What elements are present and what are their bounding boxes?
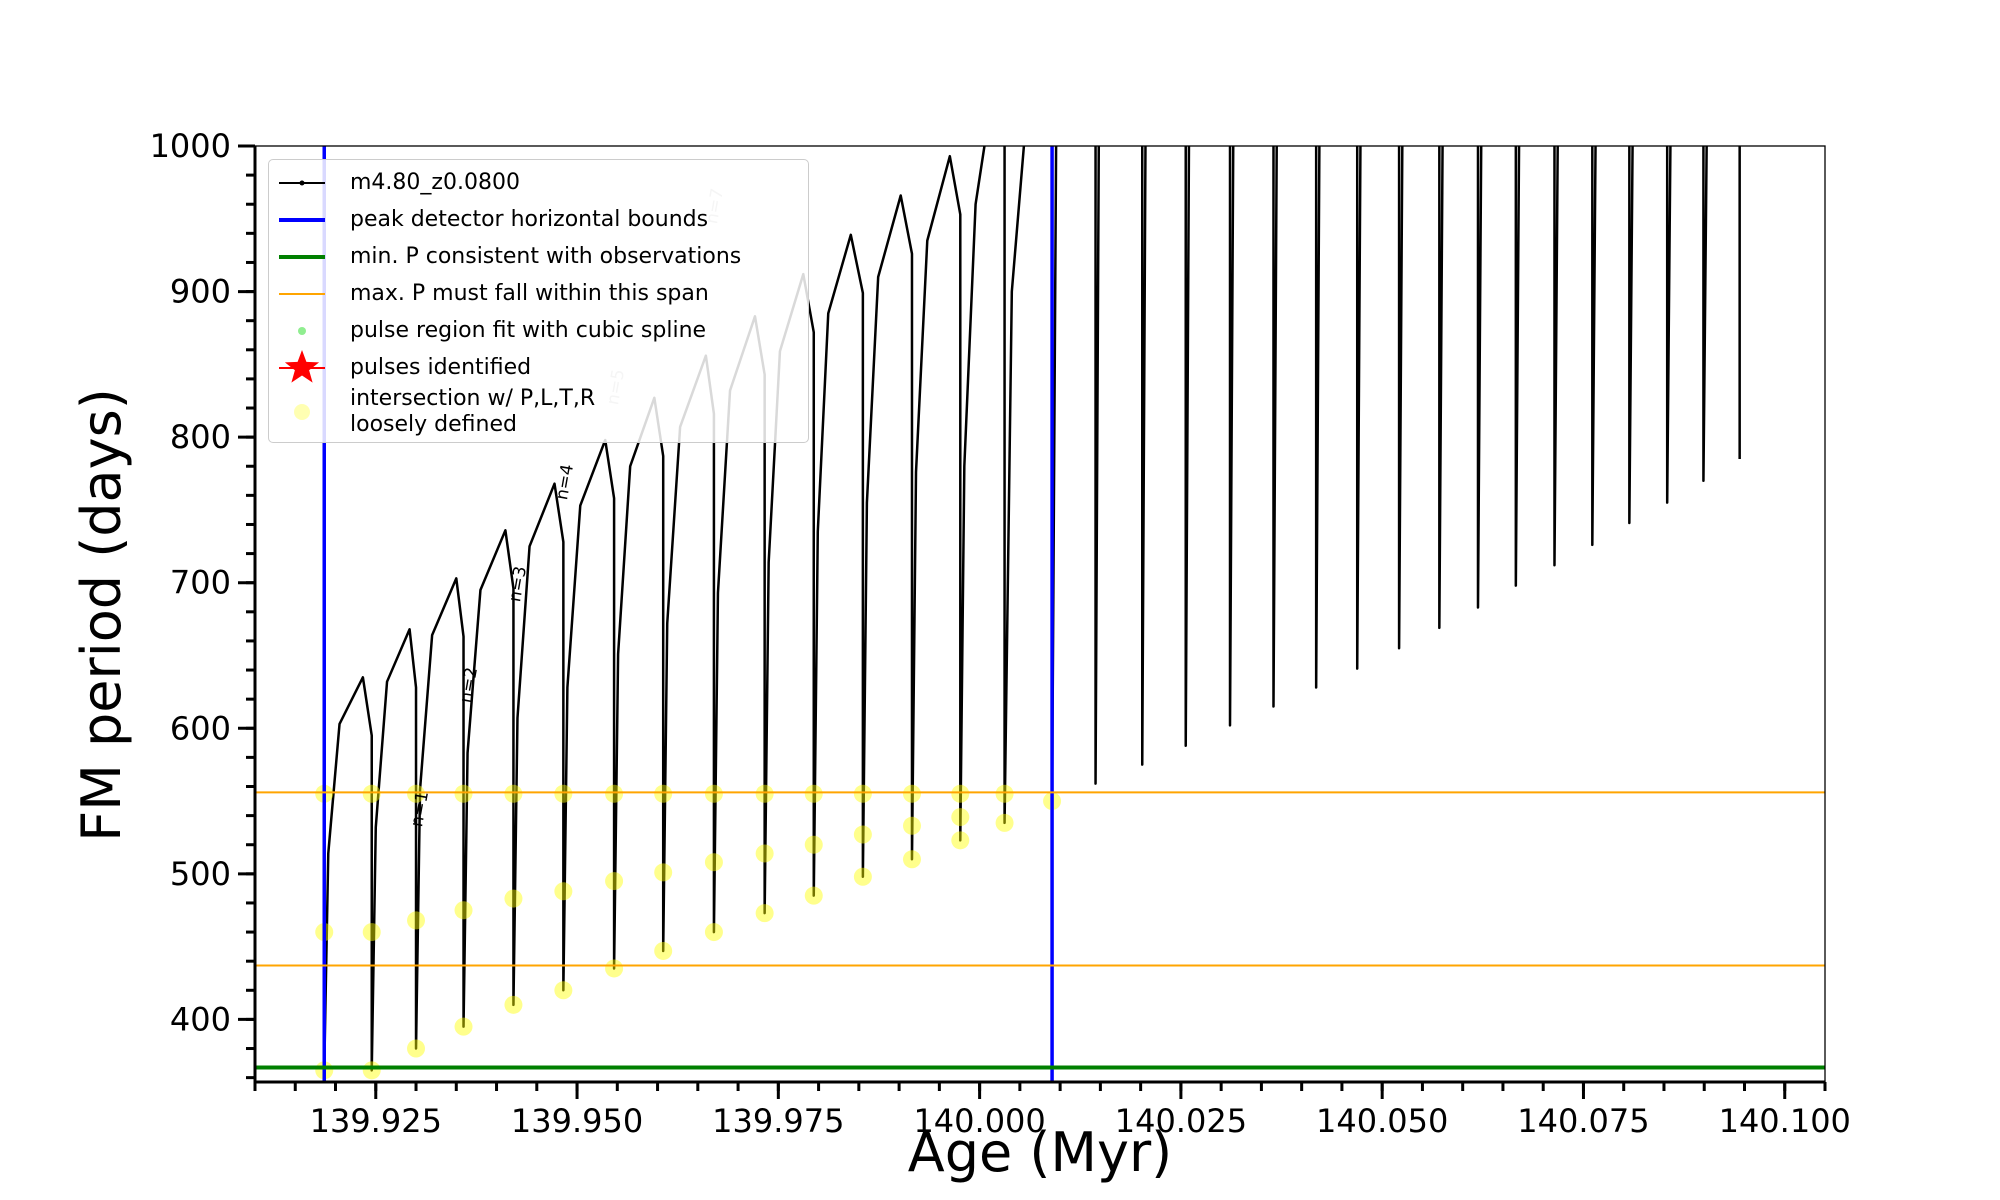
legend-label: pulse region fit with cubic spline [350,317,707,343]
y-tick-label: 800 [170,418,231,456]
scatter-point [755,904,774,923]
scatter-point [362,1061,381,1080]
x-tick-label: 140.025 [1115,1102,1247,1140]
y-axis-label: FM period (days) [70,388,133,842]
y-tick-label: 400 [170,1000,231,1038]
annotation: n=2 [456,666,482,705]
scatter-point [995,813,1014,832]
legend-entry: intersection w/ P,L,T,R loosely defined [275,386,802,438]
scatter-point [704,853,723,872]
x-axis-label: Age (Myr) [908,1121,1173,1184]
y-tick-label: 700 [170,564,231,602]
legend-entry: min. P consistent with observations [275,238,802,275]
scatter-point [605,959,624,978]
scatter-point [504,889,523,908]
scatter-point [654,941,673,960]
scatter-point [755,844,774,863]
y-tick-label: 1000 [150,127,231,165]
x-tick-label: 139.975 [712,1102,844,1140]
y-tick-label: 900 [170,273,231,311]
scatter-point [554,784,573,803]
scatter-point [454,1017,473,1036]
scatter-point [804,784,823,803]
scatter-point [951,831,970,850]
scatter-point [654,863,673,882]
scatter-point [902,784,921,803]
scatter-point [853,867,872,886]
scatter-point [605,784,624,803]
scatter-point [407,784,426,803]
legend-handle [279,254,325,259]
legend-dot [299,180,305,185]
scatter-point [554,882,573,901]
scatter-point [504,995,523,1014]
legend-handle [279,180,325,185]
scatter-point [995,784,1014,803]
legend-entry: max. P must fall within this span [275,275,802,312]
scatter-point [951,784,970,803]
legend-entry: pulses identified [275,349,802,386]
y-tick-label: 600 [170,709,231,747]
legend-handle [294,404,310,420]
scatter-point [853,784,872,803]
legend-label: peak detector horizontal bounds [350,206,709,232]
scatter-point [654,784,673,803]
legend-entry: pulse region fit with cubic spline [275,312,802,349]
scatter-point [605,872,624,891]
scatter-point [454,784,473,803]
y-tick-label: 500 [170,855,231,893]
scatter-point [853,825,872,844]
scatter-point [362,923,381,942]
scatter-point [804,886,823,905]
x-tick-label: 140.075 [1517,1102,1649,1140]
legend-entry: m4.80_z0.0800 [275,164,802,201]
scatter-point [454,901,473,920]
legend-label: intersection w/ P,L,T,R loosely defined [350,386,596,437]
scatter-point [704,923,723,942]
scatter-point [704,784,723,803]
scatter-point [755,784,774,803]
scatter-point [407,1039,426,1058]
legend-handle [279,292,325,295]
scatter-point [362,784,381,803]
legend-label: pulses identified [350,354,532,380]
x-tick-label: 140.050 [1316,1102,1448,1140]
scatter-point [902,816,921,835]
scatter-point [951,808,970,827]
x-tick-label: 140.000 [913,1102,1045,1140]
legend-label: m4.80_z0.0800 [350,169,520,195]
legend-star [284,349,320,383]
x-tick-label: 139.950 [511,1102,643,1140]
legend-handle [298,326,306,335]
legend-dot [294,404,310,420]
scatter-point [407,911,426,930]
legend-entry: peak detector horizontal bounds [275,201,802,238]
scatter-point [554,981,573,1000]
legend-handle [279,217,325,222]
legend-label: max. P must fall within this span [350,280,709,306]
legend-handle [279,349,325,383]
legend-dot [298,326,306,335]
scatter-point [804,835,823,854]
scatter-point [902,850,921,869]
scatter-point [504,784,523,803]
x-tick-label: 140.100 [1719,1102,1851,1140]
legend-label: min. P consistent with observations [350,243,742,269]
x-tick-label: 139.925 [310,1102,442,1140]
annotation: n=4 [552,463,578,502]
